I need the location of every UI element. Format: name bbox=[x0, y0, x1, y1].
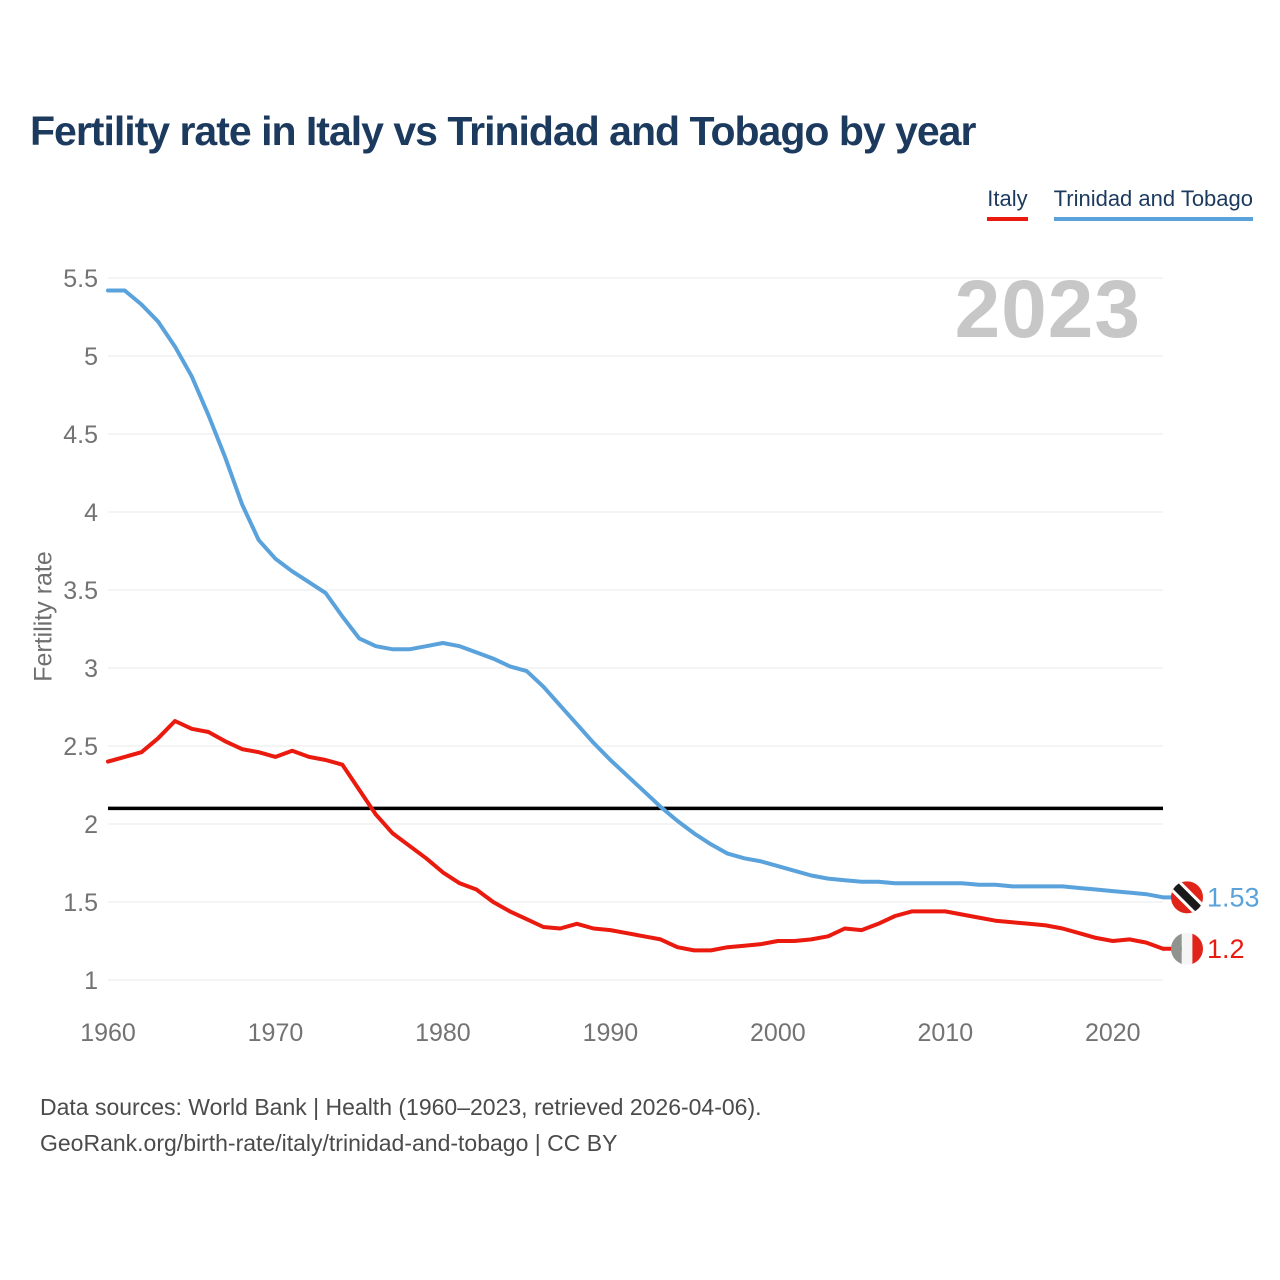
y-tick-label: 2.5 bbox=[63, 733, 98, 761]
series-line-italy bbox=[106, 719, 1165, 953]
legend-item-italy[interactable]: Italy bbox=[987, 186, 1028, 221]
x-tick-label: 1990 bbox=[583, 1019, 639, 1047]
end-value-label-italy: 1.2 bbox=[1207, 934, 1245, 964]
page-title: Fertility rate in Italy vs Trinidad and … bbox=[30, 108, 976, 154]
y-tick-label: 3.5 bbox=[63, 577, 98, 605]
trinidad-and-tobago-flag-icon bbox=[1171, 881, 1203, 914]
footer-attribution: GeoRank.org/birth-rate/italy/trinidad-an… bbox=[40, 1130, 618, 1156]
y-tick-label: 4.5 bbox=[63, 421, 98, 449]
x-tick-label: 2020 bbox=[1085, 1019, 1141, 1047]
footer-data-sources: Data sources: World Bank | Health (1960–… bbox=[40, 1094, 762, 1120]
y-tick-label: 2 bbox=[84, 811, 98, 839]
watermark-year: 2023 bbox=[954, 264, 1141, 355]
footer: Data sources: World Bank | Health (1960–… bbox=[40, 1089, 762, 1161]
series-line-trinidad-and-tobago bbox=[106, 288, 1165, 900]
x-tick-label: 2000 bbox=[750, 1019, 806, 1047]
legend: Italy Trinidad and Tobago bbox=[987, 186, 1253, 221]
x-tick-label: 2010 bbox=[917, 1019, 973, 1047]
y-axis-label: Fertility rate bbox=[29, 551, 58, 682]
end-value-label-trinidad-and-tobago: 1.53 bbox=[1207, 882, 1260, 912]
y-tick-label: 3 bbox=[84, 655, 98, 683]
y-tick-label: 5 bbox=[84, 343, 98, 371]
x-tick-label: 1960 bbox=[80, 1019, 136, 1047]
x-tick-label: 1970 bbox=[248, 1019, 304, 1047]
y-tick-label: 1.5 bbox=[63, 889, 98, 917]
y-tick-label: 5.5 bbox=[63, 265, 98, 293]
legend-item-trinidad-and-tobago[interactable]: Trinidad and Tobago bbox=[1053, 186, 1253, 221]
y-tick-label: 4 bbox=[84, 499, 98, 527]
y-tick-label: 1 bbox=[84, 967, 98, 995]
x-tick-label: 1980 bbox=[415, 1019, 471, 1047]
italy-flag-icon bbox=[1171, 932, 1203, 965]
